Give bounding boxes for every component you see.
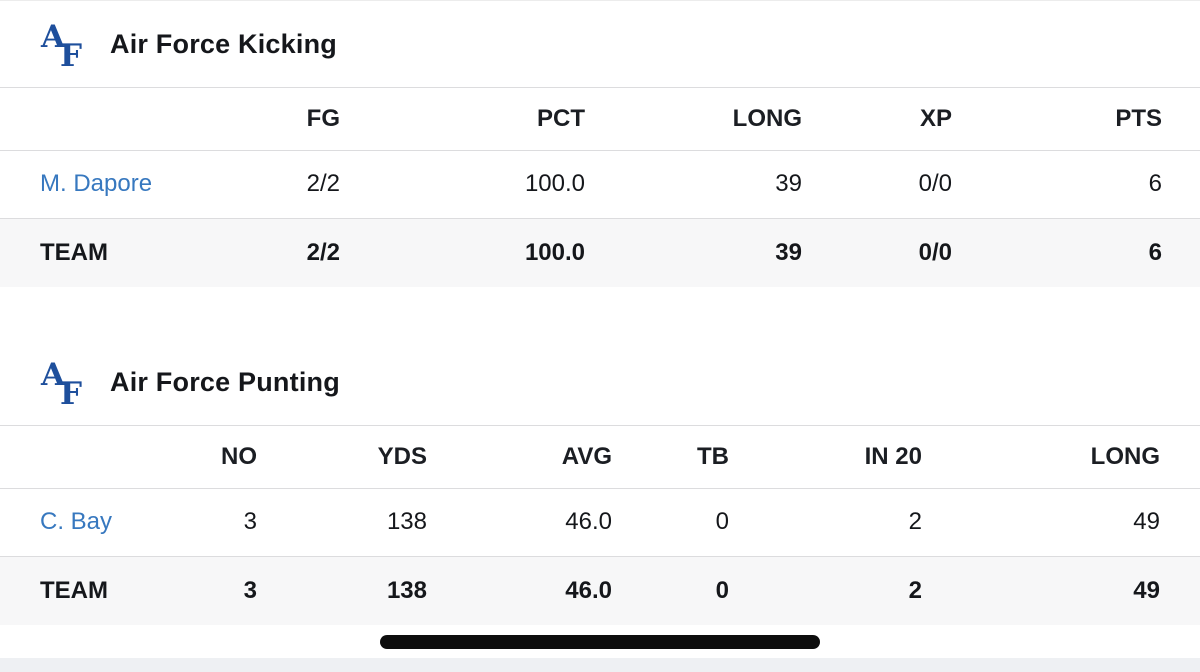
column-header-long: LONG: [1090, 442, 1160, 470]
home-indicator-area: [0, 625, 1200, 658]
table-row: C. Bay 3 138 46.0 0 2 49: [0, 488, 1200, 556]
stat-cell: 138: [386, 508, 427, 535]
stat-cell: 6: [1148, 238, 1162, 266]
stat-cell: 3: [243, 508, 257, 535]
stat-cell: 2: [908, 508, 922, 535]
stat-cell: 49: [1133, 508, 1160, 535]
column-header-yds: YDS: [377, 442, 427, 470]
svg-text:A: A: [40, 21, 66, 55]
table-row: M. Dapore 2/2 100.0 39 0/0 6: [0, 150, 1200, 218]
player-link-m-dapore[interactable]: M. Dapore: [40, 170, 153, 197]
svg-text:F: F: [60, 376, 82, 405]
stat-cell: 100.0: [524, 170, 585, 197]
column-header-fg: FG: [306, 104, 340, 132]
stat-cell: 0: [715, 508, 729, 535]
column-header-no: NO: [221, 442, 257, 470]
home-indicator[interactable]: [380, 634, 820, 649]
stat-cell: 3: [243, 576, 257, 604]
column-header-player: [0, 88, 200, 150]
team-label: TEAM: [40, 576, 108, 604]
stat-cell: 6: [1148, 170, 1162, 197]
svg-text:A: A: [40, 359, 66, 393]
column-header-avg: AVG: [561, 442, 612, 470]
kicking-section-header: A F Air Force Kicking: [0, 1, 1200, 88]
kicking-table: FG PCT LONG XP PTS M. Dapore 2/2 100.0 3…: [0, 88, 1200, 287]
stat-cell: 0: [715, 576, 729, 604]
team-row: TEAM 2/2 100.0 39 0/0 6: [0, 218, 1200, 287]
punting-section: A F Air Force Punting NO YDS AVG TB IN 2…: [0, 339, 1200, 625]
stat-cell: 39: [775, 170, 802, 197]
stat-cell: 46.0: [565, 576, 612, 604]
kicking-header-row: FG PCT LONG XP PTS: [0, 88, 1200, 150]
team-label: TEAM: [40, 238, 108, 266]
column-header-in20: IN 20: [864, 442, 922, 470]
stat-cell: 46.0: [565, 508, 612, 535]
bottom-strip: [0, 658, 1200, 672]
punting-section-title: Air Force Punting: [110, 366, 340, 397]
stat-cell: 39: [775, 238, 802, 266]
team-row: TEAM 3 138 46.0 0 2 49: [0, 556, 1200, 625]
svg-text:F: F: [60, 38, 82, 67]
bottom-system-area: [0, 625, 1200, 672]
stat-cell: 138: [386, 576, 427, 604]
column-header-long: LONG: [732, 104, 802, 132]
player-cell: M. Dapore: [0, 150, 200, 218]
column-header-pct: PCT: [537, 104, 585, 132]
stat-cell: 2: [908, 576, 922, 604]
stat-cell: 100.0: [524, 238, 585, 266]
punting-section-header: A F Air Force Punting: [0, 339, 1200, 426]
air-force-logo-icon: A F: [40, 21, 86, 67]
player-link-c-bay[interactable]: C. Bay: [40, 508, 113, 535]
air-force-logo-icon: A F: [40, 359, 86, 405]
column-header-pts: PTS: [1115, 104, 1162, 132]
stat-cell: 0/0: [918, 170, 952, 197]
column-header-tb: TB: [697, 442, 729, 470]
player-cell: C. Bay: [0, 488, 160, 556]
stat-cell: 49: [1133, 576, 1160, 604]
stat-cell: 2/2: [306, 238, 340, 266]
kicking-section: A F Air Force Kicking FG PCT LONG XP PTS: [0, 1, 1200, 287]
punting-header-row: NO YDS AVG TB IN 20 LONG: [0, 426, 1200, 488]
stat-cell: 0/0: [918, 238, 952, 266]
kicking-section-title: Air Force Kicking: [110, 28, 337, 59]
column-header-xp: XP: [919, 104, 952, 132]
punting-table: NO YDS AVG TB IN 20 LONG C. Bay 3 138 46…: [0, 426, 1200, 625]
column-header-player: [0, 426, 160, 488]
stat-cell: 2/2: [306, 170, 340, 197]
